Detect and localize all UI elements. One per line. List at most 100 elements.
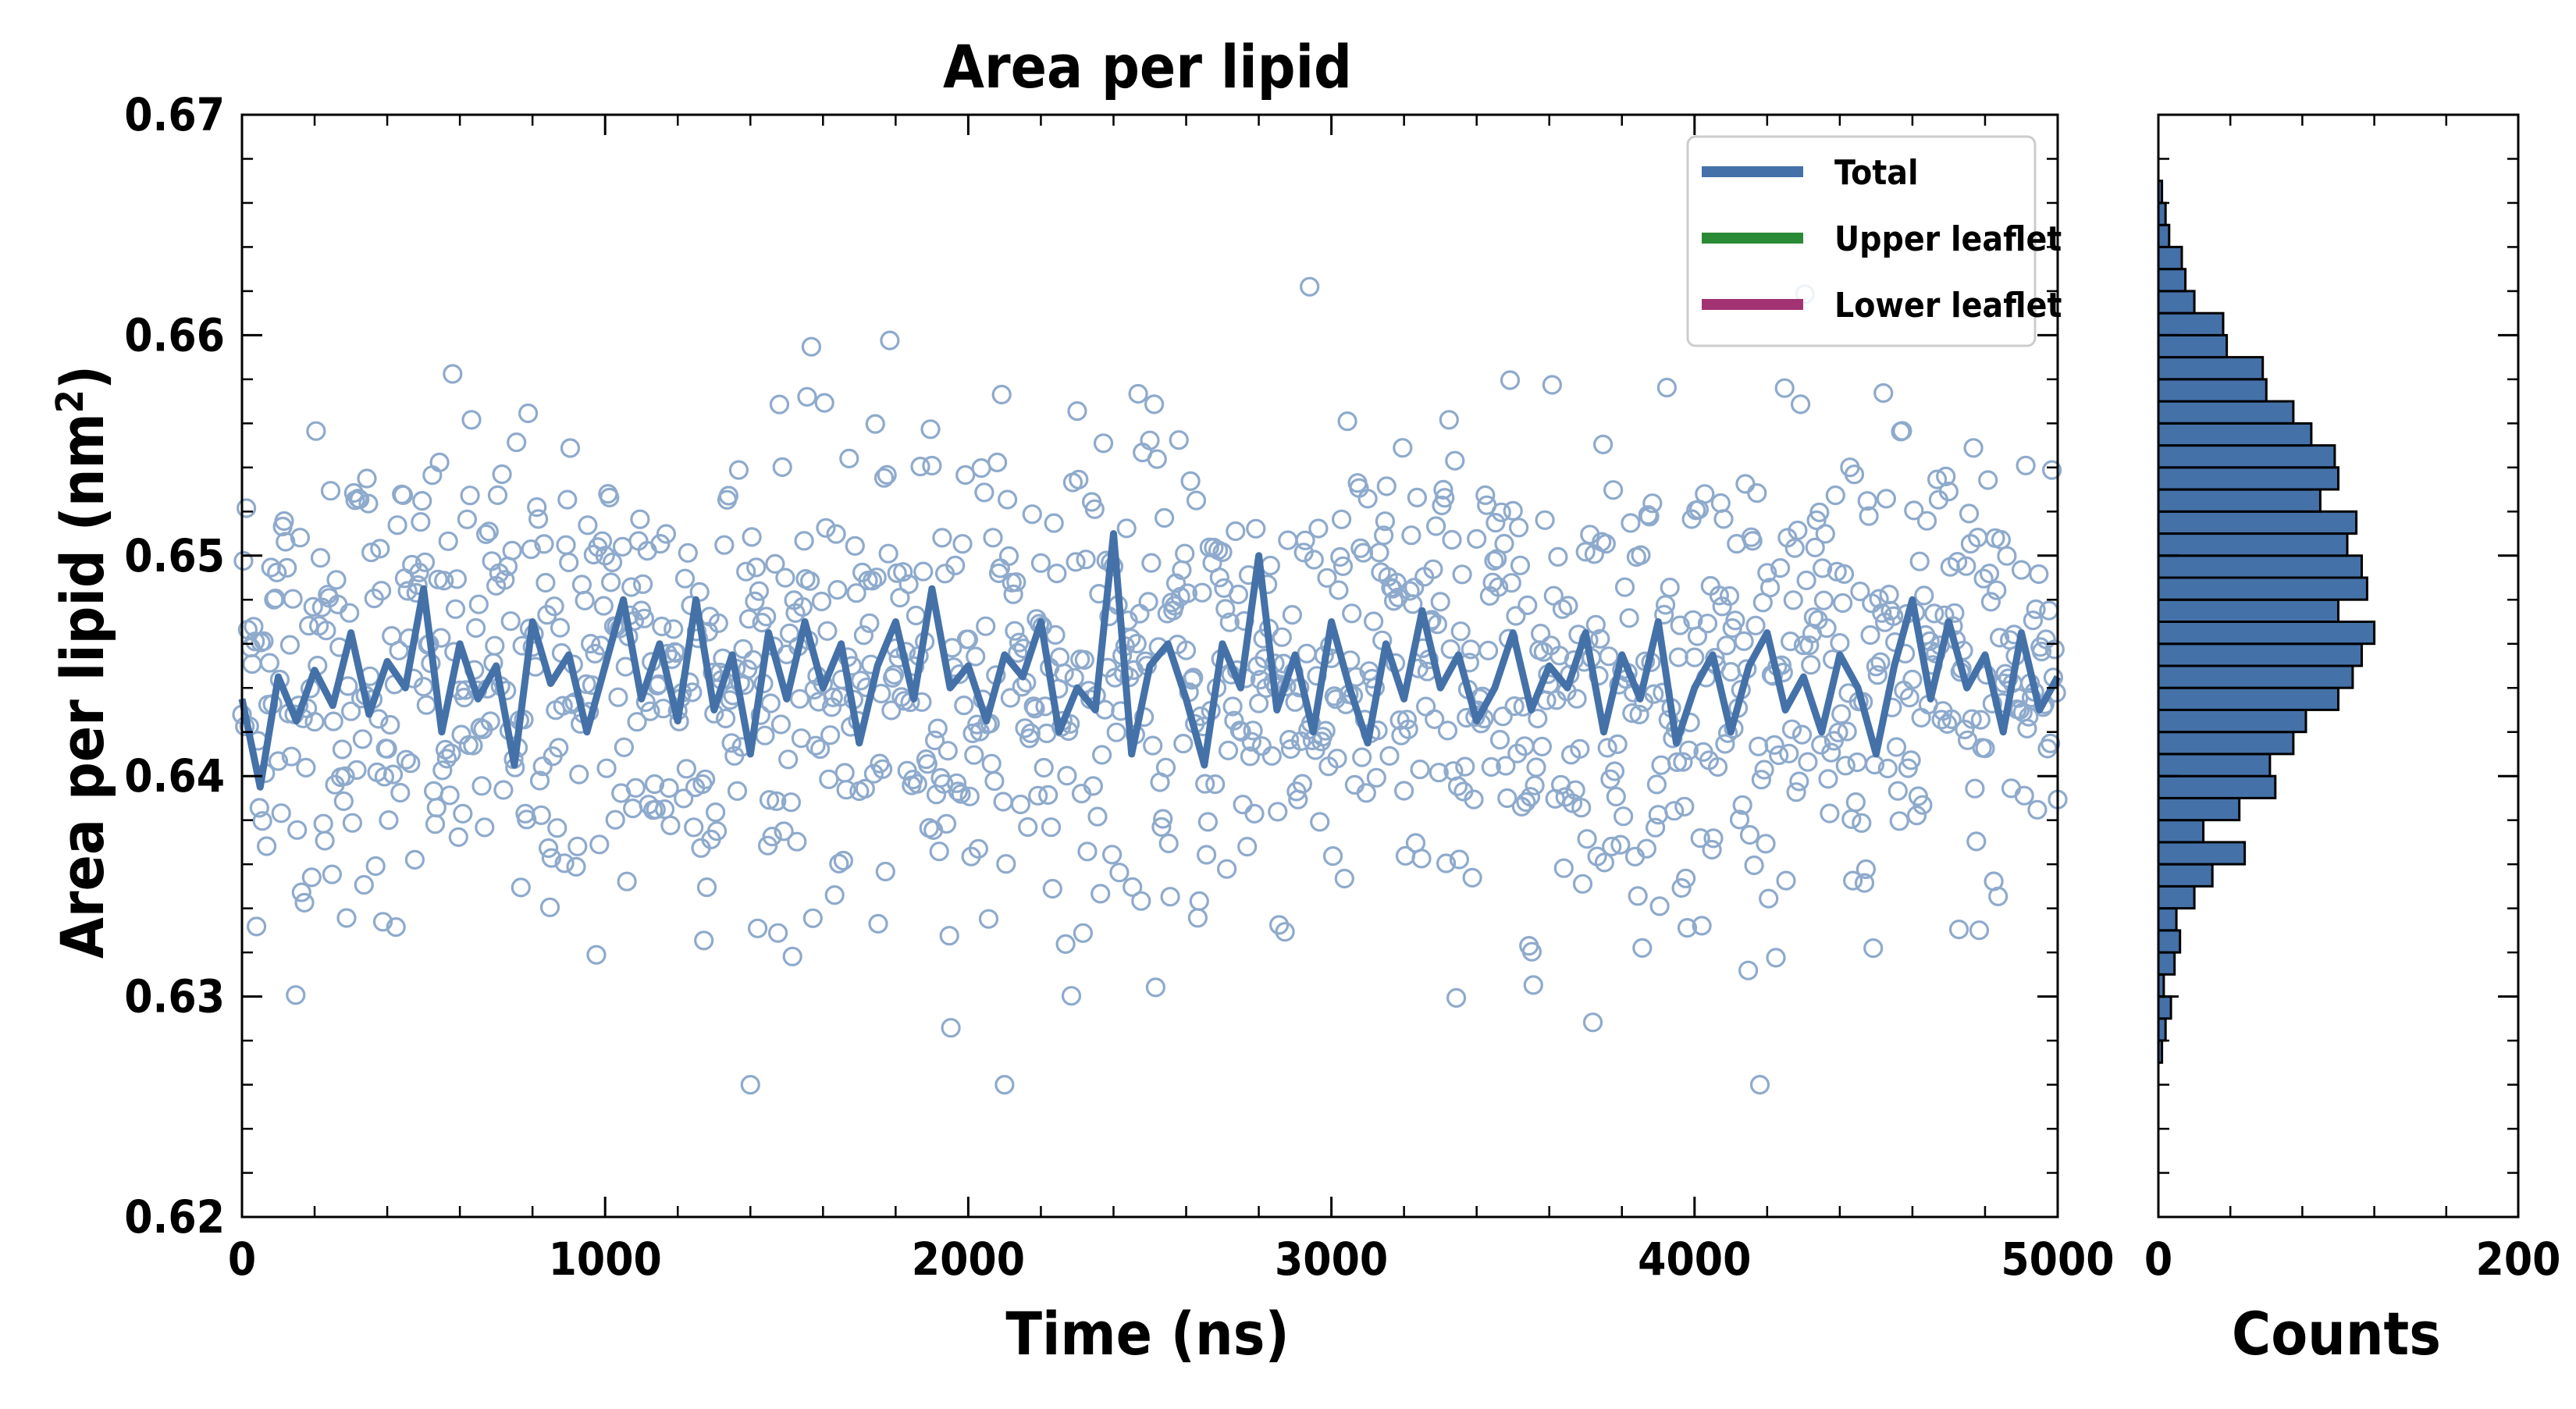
- scatter-point: [1352, 747, 1372, 767]
- scatter-point: [1034, 757, 1054, 778]
- scatter-point: [1869, 589, 1889, 609]
- scatter-point: [1353, 543, 1374, 563]
- scatter-point: [1375, 511, 1396, 532]
- scatter-point: [390, 782, 411, 803]
- scatter-point: [1442, 529, 1462, 550]
- scatter-point: [769, 394, 790, 415]
- scatter-point: [1990, 628, 2010, 648]
- scatter-point: [917, 754, 938, 774]
- histogram-bar: [2157, 290, 2196, 315]
- scatter-point: [1709, 585, 1729, 606]
- scatter-point: [1425, 709, 1445, 730]
- scatter-point: [333, 791, 354, 812]
- scatter-series-group: [232, 276, 2068, 1095]
- scatter-point: [1833, 592, 1853, 614]
- scatter-point: [1205, 774, 1226, 795]
- scatter-point: [959, 786, 980, 806]
- histogram-bar: [2157, 686, 2339, 711]
- scatter-point: [277, 557, 297, 578]
- histogram-bar: [2157, 863, 2214, 888]
- scatter-point: [1350, 538, 1371, 558]
- y-tick-label: 0.62: [124, 1190, 225, 1244]
- scatter-point: [568, 836, 588, 856]
- scatter-point: [1830, 632, 1850, 653]
- scatter-point: [873, 468, 895, 488]
- histogram-bar: [2157, 951, 2176, 976]
- scatter-point: [1461, 639, 1481, 660]
- scatter-point: [1558, 596, 1578, 616]
- scatter-point: [1764, 735, 1784, 756]
- scatter-point: [1237, 836, 1258, 857]
- scatter-point: [1061, 986, 1082, 1006]
- scatter-point: [1779, 743, 1799, 763]
- scatter-point: [463, 735, 483, 756]
- scatter-point: [1005, 621, 1025, 641]
- scatter-point: [1331, 509, 1352, 529]
- scatter-point: [1796, 570, 1816, 591]
- scatter-point: [1520, 787, 1541, 807]
- scatter-point: [1859, 506, 1879, 526]
- scatter-point: [1393, 781, 1414, 801]
- scatter-point: [1450, 621, 1471, 642]
- histogram-bar: [2157, 642, 2363, 667]
- scatter-point: [1542, 375, 1563, 395]
- scatter-point: [1856, 859, 1876, 880]
- scatter-point: [1452, 564, 1472, 585]
- scatter-point: [423, 781, 444, 802]
- scatter-point: [742, 527, 762, 547]
- scatter-point: [1433, 479, 1453, 500]
- scatter-point: [727, 781, 748, 801]
- main-plot-frame: [240, 113, 2059, 1219]
- scatter-point: [1776, 870, 1796, 891]
- scatter-point: [1872, 603, 1892, 623]
- scatter-point: [759, 790, 780, 810]
- scatter-point: [1091, 884, 1111, 904]
- y-axis-title-main: Area per lipid (nm: [48, 413, 117, 959]
- scatter-point: [1145, 977, 1166, 998]
- y-tick-label: 0.66: [124, 308, 225, 361]
- scatter-point: [1904, 500, 1924, 521]
- scatter-point: [1828, 722, 1848, 742]
- scatter-point: [1670, 615, 1690, 635]
- scatter-point: [827, 579, 848, 600]
- scatter-point: [480, 711, 500, 731]
- scatter-point: [941, 1018, 961, 1038]
- scatter-point: [1038, 785, 1059, 806]
- scatter-point: [379, 809, 399, 831]
- scatter-point: [1813, 558, 1833, 578]
- scatter-point: [1597, 738, 1617, 758]
- scatter-point: [276, 532, 296, 552]
- scatter-point: [1747, 482, 1767, 503]
- scatter-point: [336, 908, 357, 928]
- scatter-point: [1636, 838, 1656, 859]
- scatter-point: [652, 616, 672, 637]
- scatter-point: [1292, 774, 1313, 794]
- scatter-point: [1491, 502, 1511, 522]
- scatter-point: [799, 571, 820, 591]
- scatter-point: [745, 591, 765, 612]
- scatter-point: [1041, 817, 1062, 838]
- scatter-point: [1045, 624, 1066, 646]
- histogram-bar: [2157, 488, 2322, 513]
- scatter-point: [1532, 736, 1553, 757]
- scatter-point: [1607, 734, 1628, 755]
- scatter-point: [1770, 557, 1791, 578]
- scatter-point: [627, 712, 647, 732]
- scatter-point: [718, 486, 739, 506]
- scatter-point: [1140, 430, 1160, 450]
- scatter-point: [1272, 627, 1292, 647]
- scatter-point: [1845, 792, 1866, 813]
- scatter-point: [2041, 733, 2061, 753]
- scatter-point: [987, 452, 1008, 473]
- scatter-point: [1739, 824, 1760, 845]
- scatter-point: [1876, 489, 1896, 509]
- scatter-point: [845, 535, 865, 556]
- scatter-point: [1282, 604, 1303, 625]
- scatter-point: [809, 738, 831, 760]
- scatter-point: [976, 616, 996, 636]
- scatter-point: [569, 764, 589, 785]
- scatter-point: [868, 913, 888, 934]
- scatter-point: [644, 774, 665, 795]
- scatter-point: [1769, 745, 1789, 766]
- scatter-point: [531, 805, 551, 825]
